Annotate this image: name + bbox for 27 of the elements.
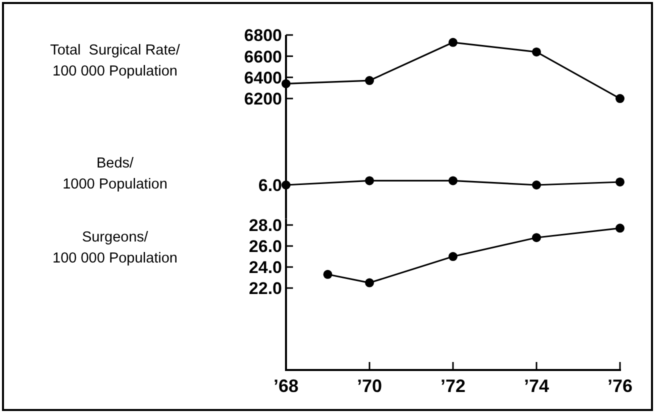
y-tick-label: 22.0 [248,279,282,298]
x-tick-label: ’70 [356,376,382,396]
x-tick-label: ’74 [524,376,550,396]
x-tick-label: ’76 [607,376,633,396]
point [532,233,541,242]
y-tick-label: 24.0 [248,258,282,278]
x-tick-label: ’72 [440,376,466,396]
y-tick-label: 6200 [244,90,282,109]
y-axis-title: Total Surgical Rate/ 100 000 Population [50,42,181,80]
y-tick-label: 6800 [244,26,282,46]
y-tick-label: 6600 [244,47,282,66]
x-tick-label: ’68 [273,376,299,396]
point [365,76,374,86]
y-tick-label: 28.0 [248,216,282,236]
point [616,94,624,104]
point [365,278,374,288]
point [448,38,458,47]
y-axis-title: Beds/ 1000 Population [62,156,168,193]
y-axis-title: Surgeons/ 100 000 Population [52,230,178,267]
point [616,224,624,233]
y-tick-label: 26.0 [248,237,282,256]
point [532,47,541,56]
point [282,79,290,88]
text: 6.0 [258,176,282,196]
point [323,270,332,279]
y-tick-label: 6400 [244,68,282,88]
point [448,252,458,262]
